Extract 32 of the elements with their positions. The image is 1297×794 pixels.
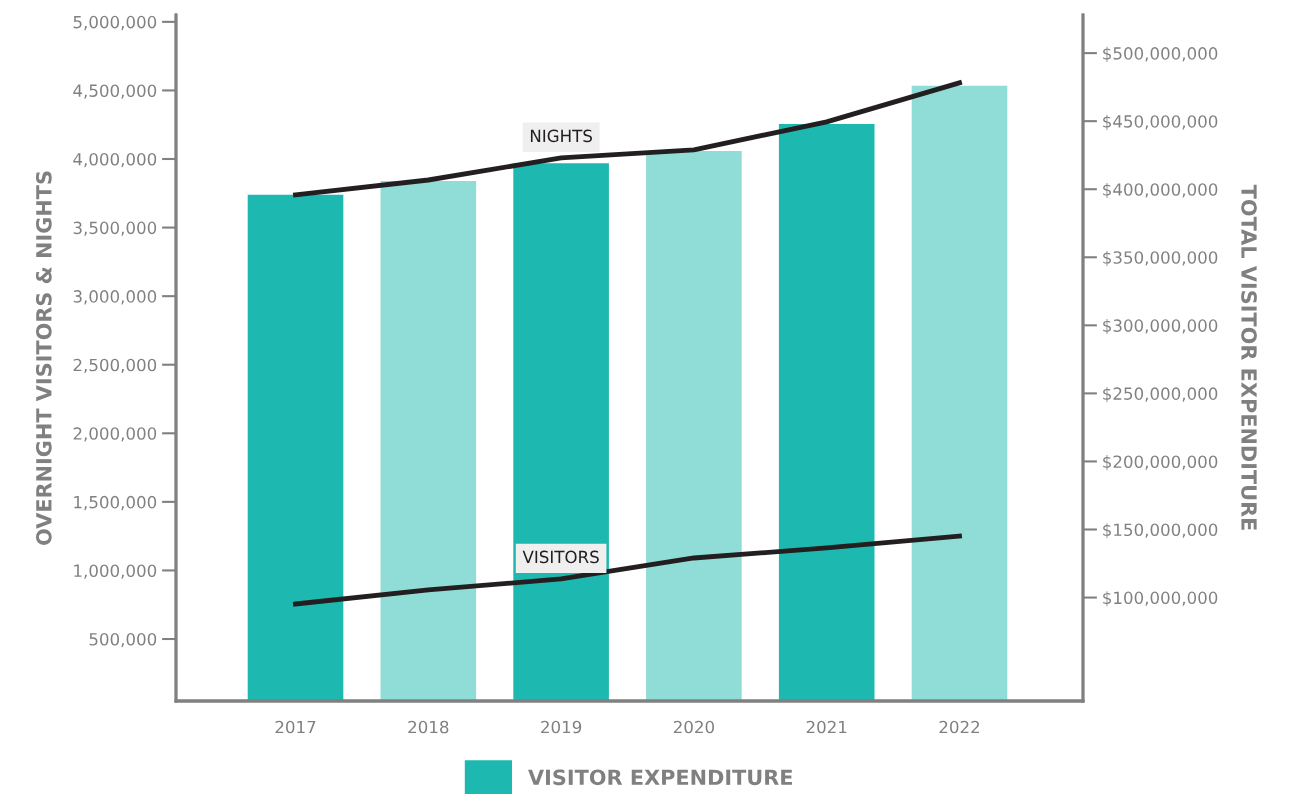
legend-label: VISITOR EXPENDITURE xyxy=(528,769,792,786)
y-tick-label: 3,500,000 xyxy=(73,221,157,236)
y2-tick-label: $150,000,000 xyxy=(1103,523,1218,539)
y2-tick-label: $200,000,000 xyxy=(1103,455,1218,471)
y2-axis-title: TOTAL VISITOR EXPENDITURE xyxy=(1241,184,1257,530)
x-tick-label: 2017 xyxy=(275,720,316,734)
series-label: VISITORS xyxy=(522,550,599,564)
y-tick-label: 2,500,000 xyxy=(73,358,157,373)
line-series xyxy=(293,533,962,607)
y2-tick-label: $500,000,000 xyxy=(1103,46,1218,62)
x-tick-label: 2020 xyxy=(673,720,715,734)
y-tick-label: 1,000,000 xyxy=(74,564,157,579)
x-tick-label: 2018 xyxy=(408,720,449,734)
y-axis-title: OVERNIGHT VISITORS & NIGHTS xyxy=(35,171,52,545)
y-tick-label: 3,000,000 xyxy=(73,290,157,305)
y2-tick-label: $450,000,000 xyxy=(1103,114,1218,130)
line-series xyxy=(293,80,962,198)
x-tick-label: 2021 xyxy=(806,720,847,734)
y-tick-label: 5,000,000 xyxy=(73,15,157,31)
y2-tick-label: $400,000,000 xyxy=(1103,182,1218,198)
x-tick-label: 2019 xyxy=(541,720,582,734)
y-tick-label: 1,500,000 xyxy=(74,495,157,511)
y-tick-label: 500,000 xyxy=(89,632,157,648)
x-tick-label: 2022 xyxy=(939,720,980,734)
series-label: NIGHTS xyxy=(530,129,592,143)
y2-tick-label: $250,000,000 xyxy=(1103,387,1218,403)
y2-tick-label: $300,000,000 xyxy=(1103,319,1218,335)
y2-tick-label: $100,000,000 xyxy=(1103,591,1218,607)
y2-tick-label: $350,000,000 xyxy=(1103,250,1218,267)
y-tick-label: 4,000,000 xyxy=(73,152,157,168)
y-tick-label: 4,500,000 xyxy=(73,84,157,99)
y-tick-label: 2,000,000 xyxy=(73,427,157,442)
